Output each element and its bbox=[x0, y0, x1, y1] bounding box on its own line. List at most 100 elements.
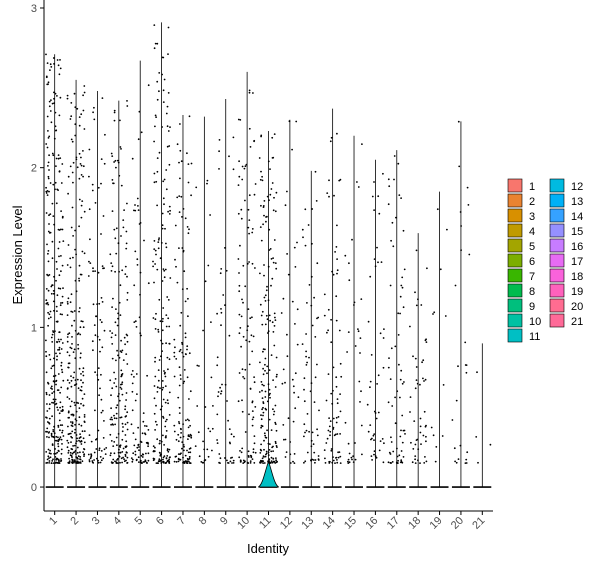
data-point bbox=[134, 438, 137, 441]
data-point bbox=[111, 265, 114, 268]
data-point bbox=[455, 399, 458, 402]
data-point bbox=[126, 100, 128, 102]
legend-key-2 bbox=[507, 193, 523, 208]
data-point bbox=[59, 391, 61, 394]
data-point bbox=[244, 368, 247, 371]
data-point bbox=[459, 444, 462, 447]
data-point bbox=[177, 440, 180, 443]
data-point bbox=[245, 339, 248, 342]
data-point bbox=[167, 210, 170, 213]
data-point bbox=[48, 452, 51, 455]
data-point bbox=[61, 295, 64, 298]
data-point bbox=[153, 47, 156, 50]
data-point bbox=[154, 249, 157, 252]
legend-label-4: 4 bbox=[529, 226, 535, 238]
data-point bbox=[395, 216, 397, 219]
data-point bbox=[67, 410, 70, 413]
data-point bbox=[244, 431, 247, 433]
data-point bbox=[121, 393, 124, 396]
data-point bbox=[425, 440, 427, 443]
data-point bbox=[182, 423, 185, 425]
data-point bbox=[75, 158, 78, 161]
data-point bbox=[464, 364, 467, 366]
data-point bbox=[125, 247, 128, 250]
data-point bbox=[371, 459, 373, 461]
data-point bbox=[178, 247, 180, 250]
x-tick-label: 17 bbox=[385, 515, 402, 532]
data-point bbox=[56, 462, 59, 464]
data-point bbox=[330, 318, 332, 321]
data-point bbox=[376, 383, 378, 385]
data-point bbox=[168, 358, 171, 361]
data-point bbox=[403, 381, 405, 383]
data-point bbox=[359, 401, 361, 403]
data-point bbox=[105, 447, 108, 449]
data-point bbox=[99, 456, 102, 458]
data-point bbox=[401, 276, 404, 279]
data-point bbox=[160, 242, 163, 244]
data-point bbox=[180, 195, 183, 198]
legend-key-21 bbox=[549, 313, 565, 328]
data-point bbox=[165, 188, 168, 191]
data-point bbox=[398, 454, 401, 457]
data-point bbox=[71, 421, 74, 424]
data-point bbox=[51, 415, 53, 418]
data-point bbox=[58, 340, 61, 343]
data-point bbox=[99, 387, 101, 390]
data-point bbox=[120, 383, 122, 386]
data-point bbox=[271, 182, 274, 184]
data-point bbox=[53, 275, 55, 278]
data-point bbox=[316, 434, 319, 437]
data-point bbox=[49, 358, 52, 361]
data-point bbox=[152, 445, 155, 448]
data-point bbox=[273, 461, 276, 463]
data-point bbox=[59, 424, 62, 426]
data-point bbox=[71, 430, 74, 433]
data-point bbox=[52, 380, 55, 383]
data-point bbox=[289, 453, 292, 456]
data-point bbox=[167, 26, 170, 29]
data-point bbox=[311, 208, 314, 210]
data-point bbox=[247, 450, 250, 453]
data-point bbox=[264, 294, 267, 297]
data-point bbox=[261, 408, 263, 411]
data-point bbox=[240, 315, 243, 318]
data-point bbox=[253, 381, 256, 384]
data-point bbox=[270, 456, 273, 459]
data-point bbox=[79, 273, 82, 276]
data-point bbox=[457, 458, 460, 460]
legend-key-12 bbox=[549, 178, 565, 193]
data-point bbox=[179, 348, 182, 351]
data-point bbox=[60, 386, 63, 389]
data-point bbox=[78, 416, 81, 419]
data-point bbox=[152, 450, 155, 452]
data-point bbox=[329, 140, 332, 143]
data-point bbox=[55, 202, 58, 205]
data-point bbox=[131, 390, 134, 393]
data-point bbox=[134, 399, 137, 402]
data-point bbox=[66, 301, 69, 303]
data-point bbox=[62, 409, 64, 412]
data-point bbox=[253, 140, 256, 143]
data-point bbox=[141, 453, 144, 456]
data-point bbox=[70, 441, 72, 443]
data-point bbox=[117, 433, 120, 435]
data-point bbox=[367, 320, 370, 323]
data-point bbox=[252, 416, 255, 419]
data-point bbox=[59, 67, 62, 70]
data-point bbox=[101, 409, 104, 412]
data-point bbox=[188, 457, 191, 460]
data-point bbox=[114, 321, 117, 324]
data-point bbox=[157, 328, 160, 331]
data-point bbox=[55, 402, 58, 405]
data-point bbox=[178, 406, 181, 409]
data-point bbox=[136, 264, 139, 266]
data-point bbox=[96, 335, 99, 338]
x-tick-label: 13 bbox=[299, 515, 316, 532]
data-point bbox=[74, 444, 76, 447]
data-point bbox=[54, 111, 57, 114]
data-point bbox=[383, 442, 385, 445]
data-point bbox=[147, 452, 150, 455]
data-point bbox=[75, 156, 78, 159]
data-point bbox=[101, 301, 104, 303]
